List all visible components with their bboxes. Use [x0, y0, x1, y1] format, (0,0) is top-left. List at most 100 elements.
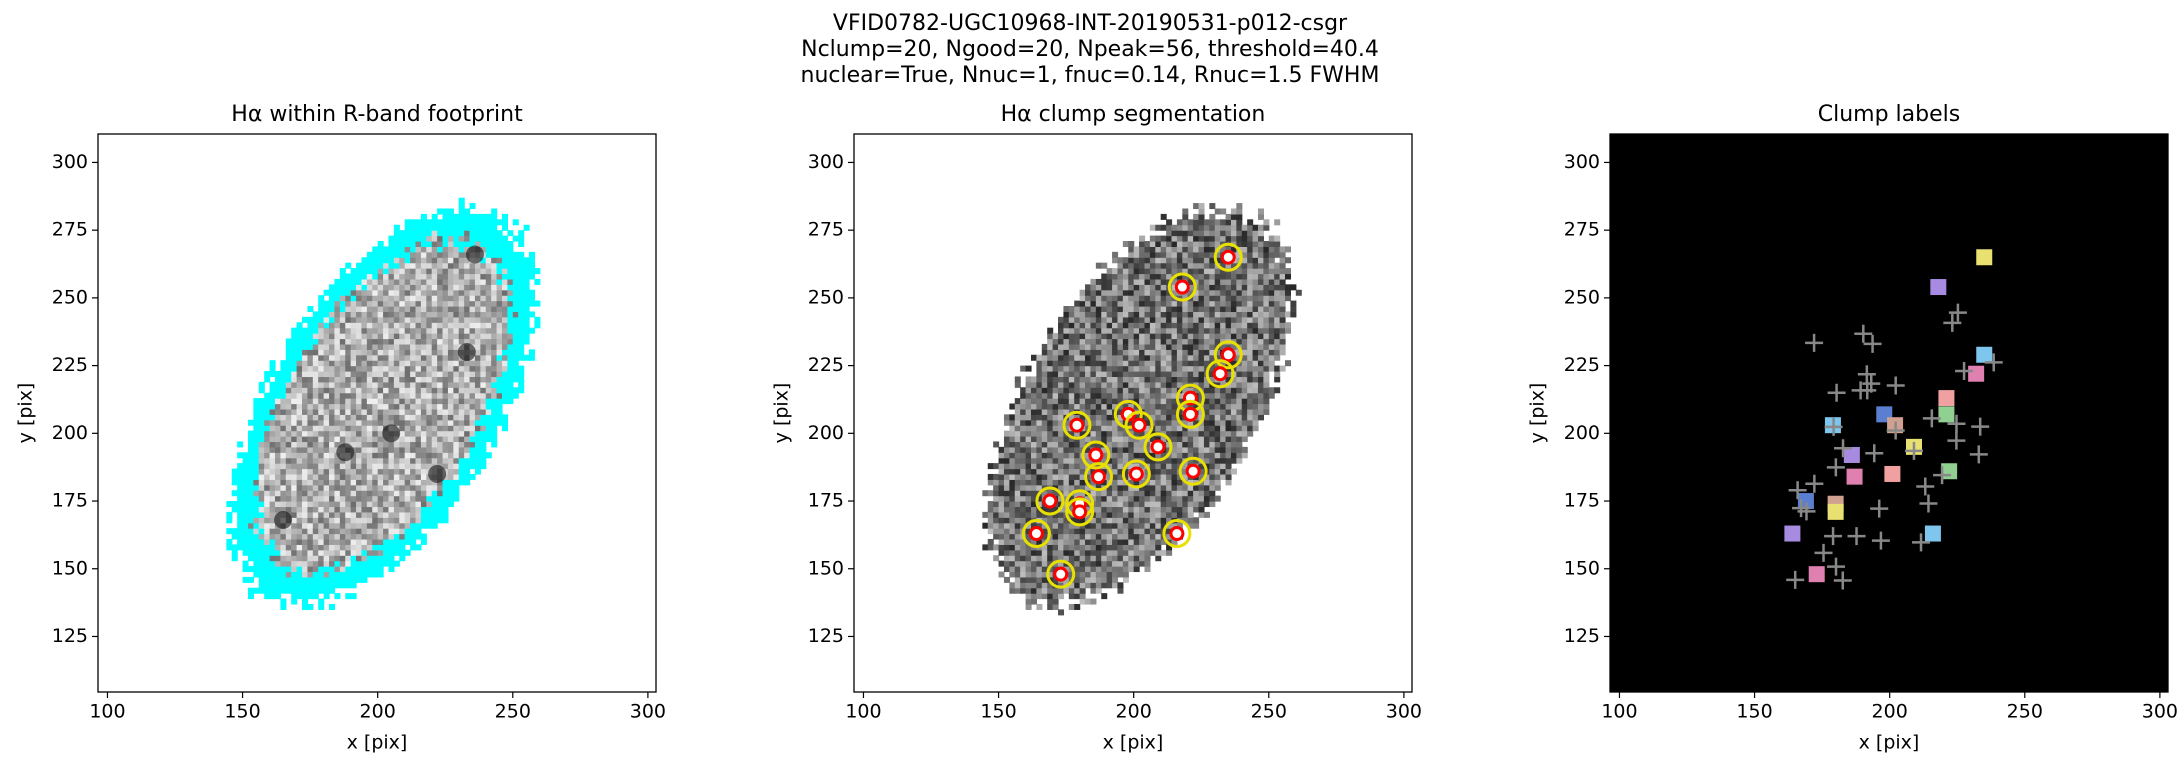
image-pixel — [366, 484, 373, 491]
image-pixel — [442, 327, 449, 334]
image-pixel — [307, 571, 314, 578]
image-pixel — [1003, 484, 1010, 491]
image-pixel — [242, 506, 249, 513]
image-pixel — [372, 430, 379, 437]
image-pixel — [1079, 430, 1086, 437]
image-pixel — [1128, 403, 1135, 410]
image-pixel — [1166, 544, 1173, 551]
image-pixel — [1220, 436, 1227, 443]
image-pixel — [339, 354, 346, 361]
image-pixel — [1133, 506, 1140, 513]
image-pixel — [442, 414, 449, 421]
image-pixel — [523, 300, 530, 307]
image-pixel — [1128, 257, 1135, 264]
image-pixel — [296, 533, 303, 540]
image-pixel — [1176, 452, 1183, 459]
image-pixel — [1058, 528, 1065, 535]
image-pixel — [442, 268, 449, 275]
image-pixel — [1139, 327, 1146, 334]
image-pixel — [1166, 316, 1173, 323]
image-pixel — [1025, 381, 1032, 388]
image-pixel — [377, 360, 384, 367]
image-pixel — [269, 528, 276, 535]
image-pixel — [464, 398, 471, 405]
image-pixel — [1079, 441, 1086, 448]
image-pixel — [1063, 436, 1070, 443]
image-pixel — [426, 517, 433, 524]
image-pixel — [1090, 566, 1097, 573]
image-pixel — [242, 452, 249, 459]
image-pixel — [496, 408, 503, 415]
image-pixel — [323, 311, 330, 318]
image-pixel — [302, 603, 309, 610]
image-pixel — [356, 436, 363, 443]
image-pixel — [1003, 419, 1010, 426]
image-pixel — [1003, 511, 1010, 518]
image-pixel — [458, 300, 465, 307]
image-pixel — [350, 506, 357, 513]
image-pixel — [285, 490, 292, 497]
image-pixel — [1187, 327, 1194, 334]
image-pixel — [1095, 322, 1102, 329]
image-pixel — [339, 365, 346, 372]
image-pixel — [356, 295, 363, 302]
image-pixel — [464, 333, 471, 340]
image-pixel — [1058, 609, 1065, 616]
image-pixel — [296, 566, 303, 573]
image-pixel — [1025, 506, 1032, 513]
image-pixel — [226, 538, 233, 545]
image-pixel — [1052, 430, 1059, 437]
image-pixel — [366, 338, 373, 345]
image-pixel — [318, 430, 325, 437]
image-pixel — [1014, 463, 1021, 470]
image-pixel — [1112, 316, 1119, 323]
image-pixel — [518, 300, 525, 307]
image-pixel — [361, 560, 368, 567]
image-pixel — [1209, 452, 1216, 459]
image-pixel — [242, 517, 249, 524]
image-pixel — [474, 338, 481, 345]
image-pixel — [998, 446, 1005, 453]
image-pixel — [312, 338, 319, 345]
image-pixel — [1047, 603, 1054, 610]
image-pixel — [1068, 528, 1075, 535]
image-pixel — [1203, 403, 1210, 410]
image-pixel — [512, 284, 519, 291]
image-pixel — [442, 235, 449, 242]
image-pixel — [1220, 333, 1227, 340]
image-pixel — [442, 452, 449, 459]
image-pixel — [1101, 408, 1108, 415]
image-pixel — [1079, 327, 1086, 334]
image-pixel — [350, 430, 357, 437]
image-pixel — [437, 300, 444, 307]
image-pixel — [1003, 452, 1010, 459]
image-pixel — [302, 349, 309, 356]
image-pixel — [474, 381, 481, 388]
image-pixel — [404, 338, 411, 345]
image-pixel — [247, 468, 254, 475]
image-pixel — [264, 376, 271, 383]
image-pixel — [399, 311, 406, 318]
image-pixel — [366, 468, 373, 475]
image-pixel — [404, 219, 411, 226]
image-pixel — [285, 408, 292, 415]
image-pixel — [1203, 219, 1210, 226]
image-pixel — [485, 414, 492, 421]
image-pixel — [329, 457, 336, 464]
image-pixel — [383, 473, 390, 480]
image-pixel — [1182, 419, 1189, 426]
image-pixel — [1106, 273, 1113, 280]
image-pixel — [507, 316, 514, 323]
x-tick-label: 250 — [495, 701, 531, 723]
image-pixel — [366, 457, 373, 464]
image-pixel — [442, 208, 449, 215]
image-pixel — [1085, 333, 1092, 340]
image-pixel — [1193, 322, 1200, 329]
image-pixel — [1003, 414, 1010, 421]
image-pixel — [1047, 349, 1054, 356]
image-pixel — [1160, 354, 1167, 361]
image-pixel — [415, 468, 422, 475]
image-pixel — [1009, 522, 1016, 529]
image-pixel — [366, 295, 373, 302]
image-pixel — [469, 376, 476, 383]
